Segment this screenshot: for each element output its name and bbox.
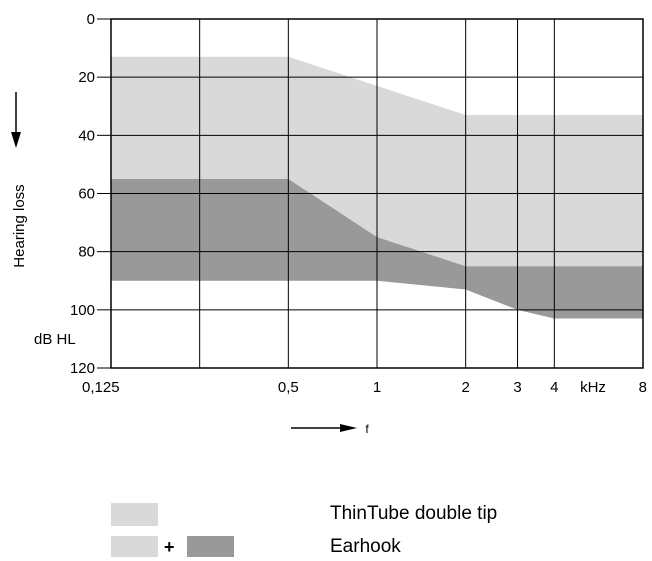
y-tick-label-100: 100 (70, 302, 95, 319)
x-axis-label: f (365, 422, 369, 436)
y-tick-label-20: 20 (78, 69, 95, 86)
x-tick-label-0_125: 0,125 (82, 379, 120, 396)
y-tick-label-120: 120 (70, 360, 95, 377)
x-tick-label-4: 4 (550, 379, 558, 396)
y-axis-label: Hearing loss (11, 184, 28, 267)
legend-label-thintube: ThinTube double tip (330, 503, 498, 524)
x-tick-label-8: 8 (639, 379, 647, 396)
x-tick-label-3: 3 (513, 379, 521, 396)
legend-swatch-earhook-light (111, 536, 158, 557)
legend-swatch-thintube (111, 503, 158, 526)
y-unit-label: dB HL (34, 331, 76, 348)
legend-label-earhook: Earhook (330, 536, 401, 557)
y-axis-arrow-head (11, 132, 21, 148)
x-axis-arrow-head (340, 424, 357, 432)
x-tick-label-0_5: 0,5 (278, 379, 299, 396)
x-tick-label-2: 2 (461, 379, 469, 396)
legend-plus-sign: + (164, 537, 175, 557)
legend-swatch-earhook-dark (187, 536, 234, 557)
x-tick-label-1: 1 (373, 379, 381, 396)
y-tick-label-40: 40 (78, 127, 95, 144)
y-tick-label-80: 80 (78, 244, 95, 261)
hearing-loss-chart: 0 20 40 60 80 100 120 dB HL 0,125 0,5 1 2 3 4 8 kHz Hear… (11, 11, 647, 436)
y-tick-label-0: 0 (87, 11, 95, 28)
y-tick-label-60: 60 (78, 186, 95, 203)
x-unit-label: kHz (580, 379, 606, 396)
